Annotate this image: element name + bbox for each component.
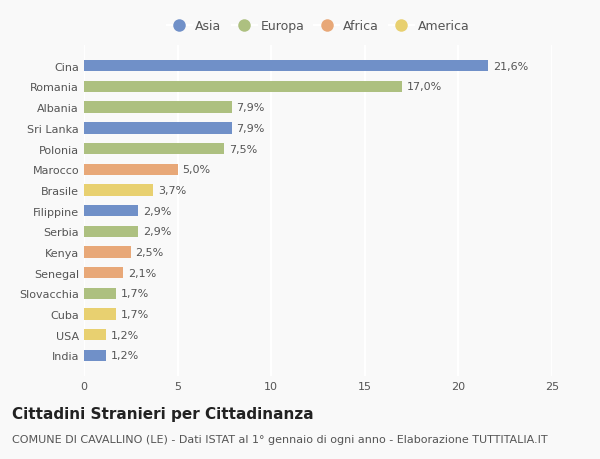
Text: 1,7%: 1,7% <box>121 309 149 319</box>
Bar <box>84 102 232 113</box>
Text: 7,5%: 7,5% <box>229 144 257 154</box>
Bar <box>84 226 138 237</box>
Text: 2,1%: 2,1% <box>128 268 156 278</box>
Bar <box>84 185 153 196</box>
Text: 1,7%: 1,7% <box>121 289 149 299</box>
Bar <box>84 309 116 320</box>
Text: 21,6%: 21,6% <box>493 62 528 72</box>
Bar <box>84 268 124 279</box>
Text: Cittadini Stranieri per Cittadinanza: Cittadini Stranieri per Cittadinanza <box>12 406 314 421</box>
Legend: Asia, Europa, Africa, America: Asia, Europa, Africa, America <box>167 20 469 33</box>
Bar <box>84 288 116 299</box>
Bar <box>84 164 178 175</box>
Bar <box>84 247 131 258</box>
Bar <box>84 123 232 134</box>
Text: 3,7%: 3,7% <box>158 185 186 196</box>
Text: 2,9%: 2,9% <box>143 227 172 237</box>
Text: 5,0%: 5,0% <box>182 165 211 175</box>
Text: 1,2%: 1,2% <box>111 330 139 340</box>
Text: 17,0%: 17,0% <box>407 82 442 92</box>
Text: 2,5%: 2,5% <box>136 247 164 257</box>
Text: 7,9%: 7,9% <box>236 123 265 134</box>
Bar <box>84 350 106 361</box>
Bar <box>84 330 106 341</box>
Bar <box>84 206 138 217</box>
Bar <box>84 82 402 93</box>
Bar <box>84 61 488 72</box>
Bar <box>84 144 224 155</box>
Text: COMUNE DI CAVALLINO (LE) - Dati ISTAT al 1° gennaio di ogni anno - Elaborazione : COMUNE DI CAVALLINO (LE) - Dati ISTAT al… <box>12 434 548 444</box>
Text: 7,9%: 7,9% <box>236 103 265 113</box>
Text: 2,9%: 2,9% <box>143 206 172 216</box>
Text: 1,2%: 1,2% <box>111 351 139 361</box>
